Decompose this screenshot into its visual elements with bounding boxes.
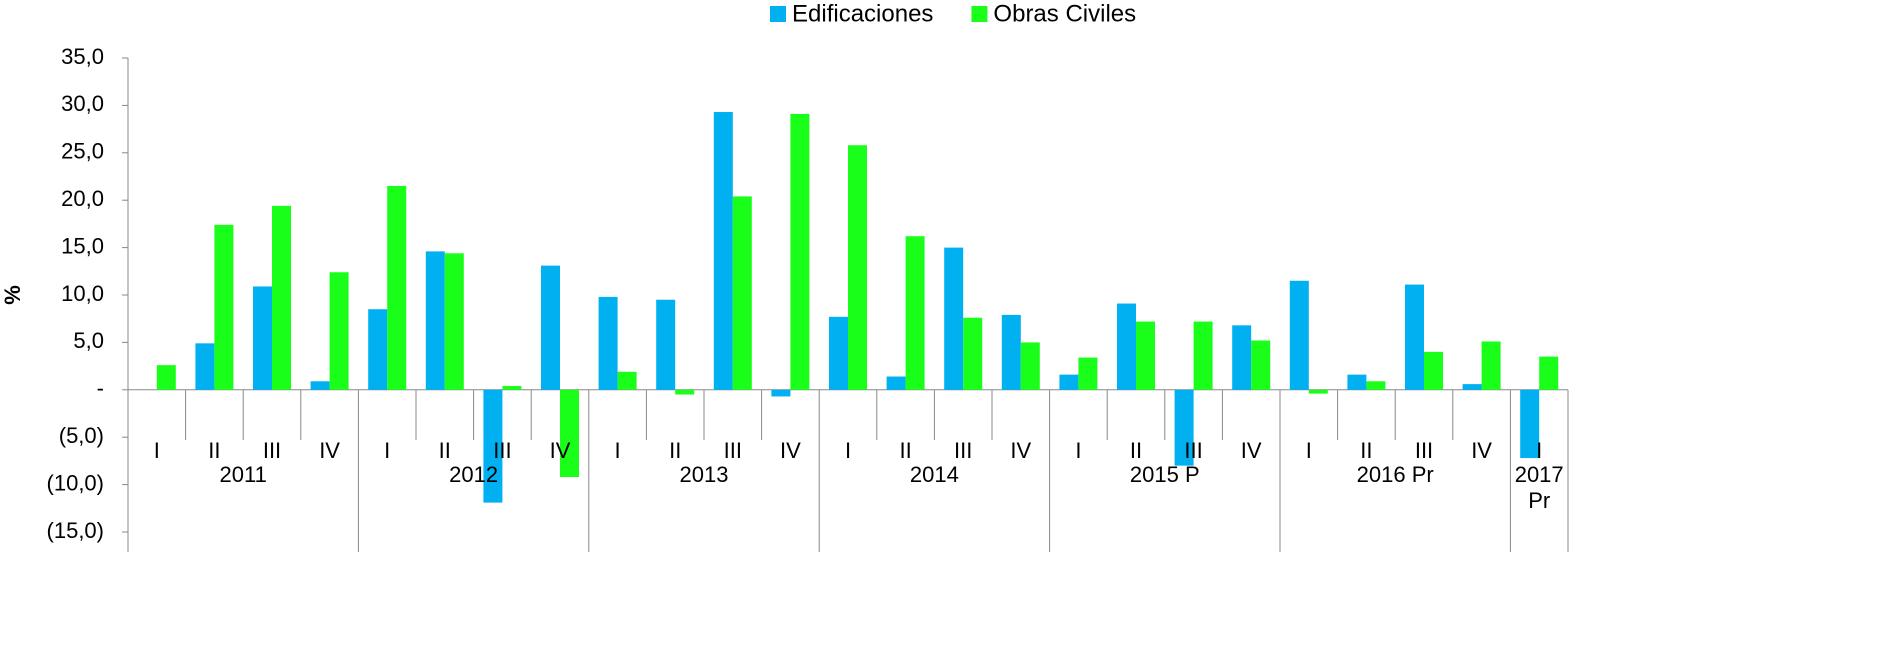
legend-label: Obras Civiles [993,0,1136,27]
bar [905,236,925,390]
group-label: 2016 Pr [1356,462,1434,487]
bar [368,309,388,390]
group-label: 2011 [219,462,267,487]
bar [829,316,848,390]
bar [310,381,330,390]
x-tick-label: I [1075,438,1081,463]
x-tick-label: II [208,438,220,463]
bar [1001,314,1021,390]
bar [1232,325,1252,390]
x-tick-label: I [154,438,160,463]
legend-swatch [971,6,988,22]
x-tick-label: I [384,438,390,463]
bar [214,224,234,390]
bar [1424,351,1443,390]
x-tick-label: IV [780,438,801,463]
bar [790,113,810,390]
bar [1117,303,1136,390]
bar [541,265,560,390]
x-tick-label: I [845,438,851,463]
x-tick-label: III [1184,438,1202,463]
bar [1462,384,1482,390]
x-tick-label: II [669,438,681,463]
y-tick-label: 35,0 [61,44,104,69]
bar [963,317,983,390]
bar [1308,389,1328,394]
x-tick-label: III [263,438,281,463]
x-tick-label: III [954,438,972,463]
bar [656,299,676,390]
y-tick-label: - [97,376,104,401]
bar [848,145,867,390]
y-tick-label: (5,0) [59,423,104,448]
bar [1481,341,1501,390]
group-label: 2012 [449,462,499,487]
x-tick-label: I [1536,438,1542,463]
bar [329,272,349,390]
x-tick-label: II [439,438,451,463]
legend-swatch [770,6,786,22]
bar [771,389,791,397]
bar [1539,356,1559,390]
bar [560,389,579,478]
x-tick-label: IV [1471,438,1492,463]
x-tick-label: II [1130,438,1142,463]
bar [1136,321,1155,390]
bar [444,253,464,390]
bar [502,386,522,390]
bar [1059,374,1079,390]
bar [675,389,695,395]
legend-label: Edificaciones [792,0,933,27]
y-tick-label: 25,0 [61,139,104,164]
group-label: 2014 [909,462,959,487]
bar [617,371,637,390]
bar [1174,389,1194,466]
bar [1193,321,1213,390]
bar [944,247,964,390]
bar [387,185,407,390]
bar [156,365,176,390]
bar [598,296,618,390]
y-tick-label: (15,0) [47,518,104,543]
x-tick-label: IV [550,438,571,463]
y-tick-label: 30,0 [61,91,104,116]
y-tick-label: 15,0 [61,233,104,258]
y-tick-label: 5,0 [73,328,104,353]
bar [1405,284,1424,390]
x-tick-label: III [1415,438,1433,463]
group-label: 2013 [679,462,729,487]
x-tick-label: I [615,438,621,463]
bar [732,196,752,390]
bar [272,205,291,390]
bar [425,251,445,390]
x-tick-label: II [899,438,911,463]
bar [195,343,215,390]
x-tick-label: IV [1241,438,1262,463]
bar [1020,342,1040,390]
bar [1251,340,1271,390]
bar [253,286,272,390]
x-tick-label: III [493,438,511,463]
bar [1078,357,1098,390]
bar [483,389,503,503]
y-tick-label: (10,0) [47,470,104,495]
bar [1366,381,1386,390]
y-tick-label: 10,0 [61,281,104,306]
x-tick-label: II [1360,438,1372,463]
x-tick-label: I [1306,438,1312,463]
y-tick-label: 20,0 [61,186,104,211]
y-axis-label: % [0,285,25,305]
bar [713,112,733,390]
bar [1289,280,1309,390]
x-tick-label: IV [1010,438,1031,463]
bar [1520,389,1540,459]
x-tick-label: IV [319,438,340,463]
group-label: 2017 Pr [1514,462,1564,513]
group-label: 2015 P [1129,462,1200,487]
bar [1347,374,1367,390]
bar [886,376,906,390]
x-tick-label: III [724,438,742,463]
